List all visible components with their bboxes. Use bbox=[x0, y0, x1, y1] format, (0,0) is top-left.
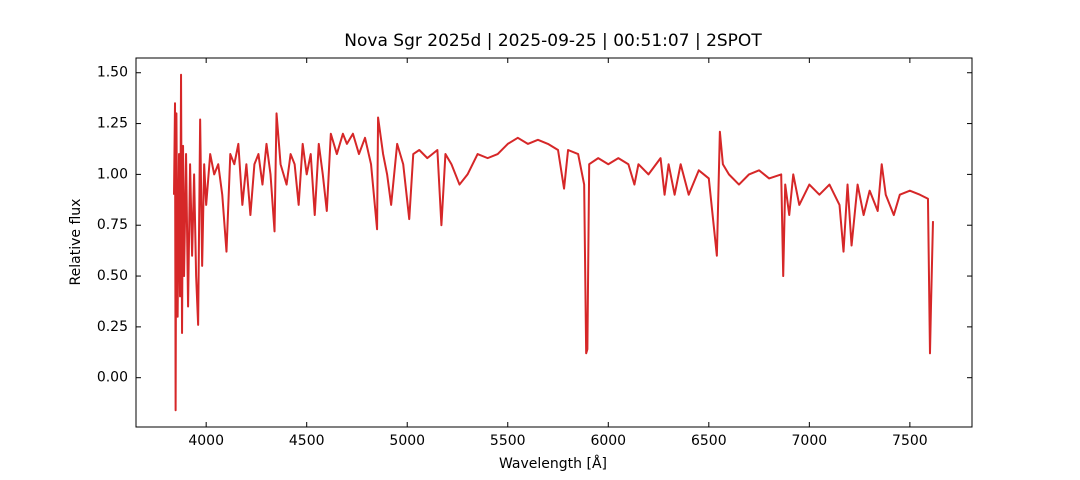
chart-title: Nova Sgr 2025d | 2025-09-25 | 00:51:07 |… bbox=[344, 31, 762, 51]
y-tick-label: 1.00 bbox=[97, 166, 128, 182]
x-tick-label: 5500 bbox=[490, 433, 526, 449]
plot-frame bbox=[135, 57, 973, 428]
x-tick-label: 4500 bbox=[289, 433, 325, 449]
x-tick-label: 5000 bbox=[389, 433, 425, 449]
x-tick-label: 6000 bbox=[590, 433, 626, 449]
y-tick-label: 1.25 bbox=[97, 116, 128, 132]
y-axis-label: Relative flux bbox=[68, 199, 84, 286]
spectrum-line bbox=[173, 73, 934, 412]
x-tick-label: 6500 bbox=[691, 433, 727, 449]
y-tick-label: 0.00 bbox=[97, 370, 128, 386]
x-tick-label: 4000 bbox=[188, 433, 224, 449]
y-tick-label: 0.25 bbox=[97, 319, 128, 335]
y-tick-label: 0.75 bbox=[97, 217, 128, 233]
x-tick-label: 7000 bbox=[792, 433, 828, 449]
x-tick-label: 7500 bbox=[892, 433, 928, 449]
x-axis-label: Wavelength [Å] bbox=[499, 455, 607, 472]
y-tick-label: 0.50 bbox=[97, 268, 128, 284]
y-tick-label: 1.50 bbox=[97, 65, 128, 81]
